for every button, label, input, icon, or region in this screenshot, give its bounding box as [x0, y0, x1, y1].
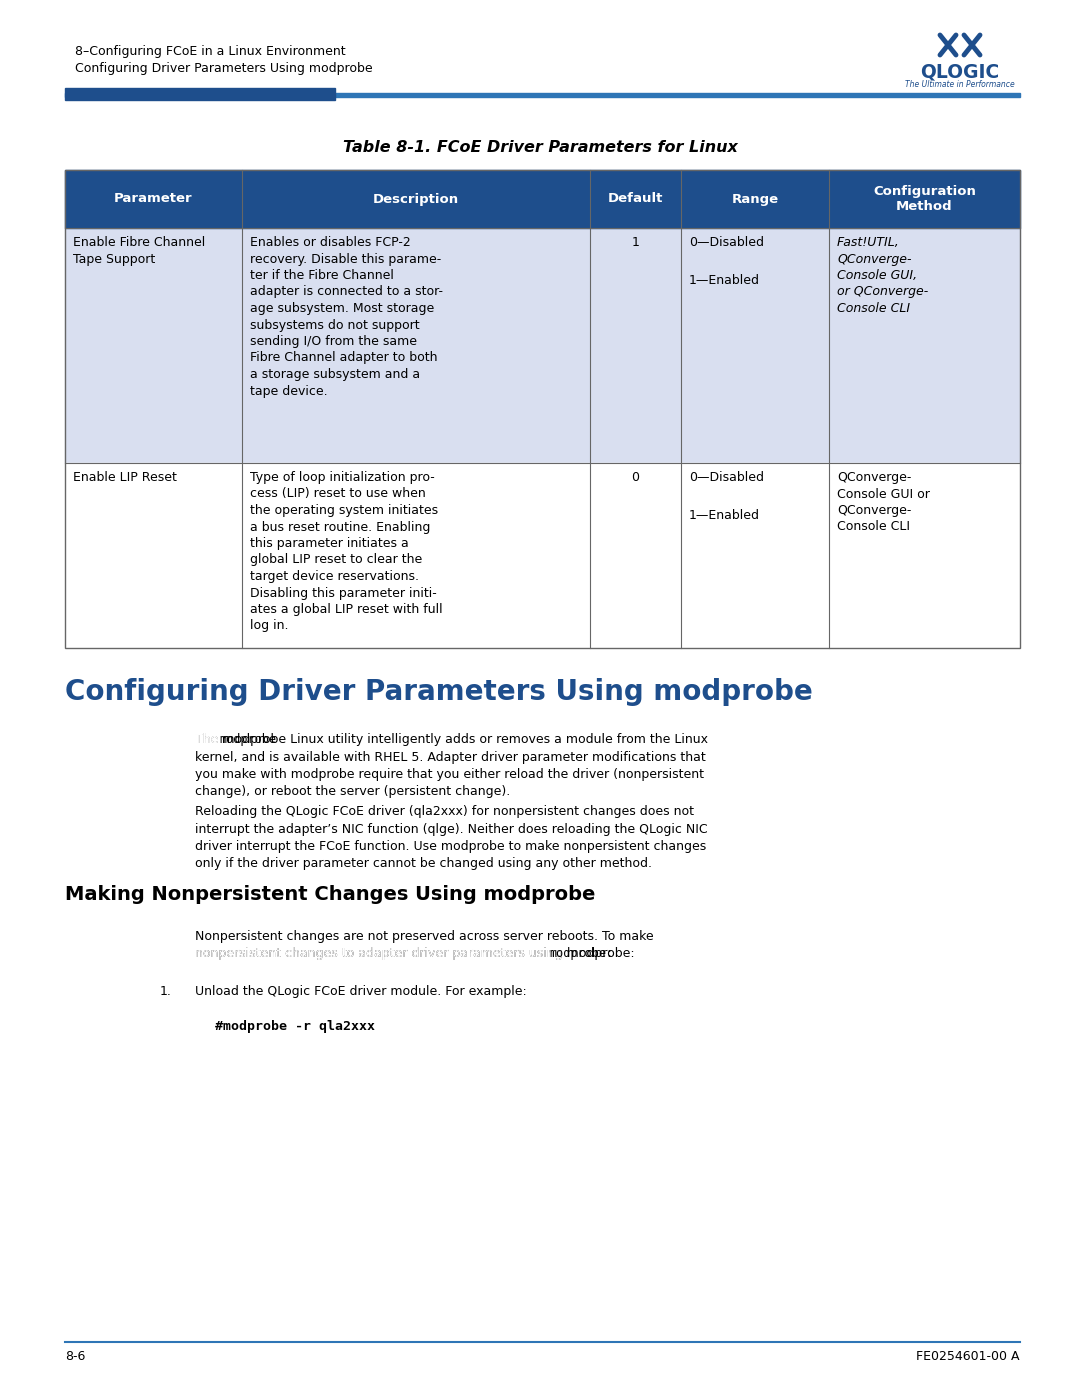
- Text: 8-6: 8-6: [65, 1350, 85, 1363]
- Text: Fast!UTIL,
QConverge-
Console GUI,
or QConverge-
Console CLI: Fast!UTIL, QConverge- Console GUI, or QC…: [837, 236, 928, 314]
- Text: 8–Configuring FCoE in a Linux Environment: 8–Configuring FCoE in a Linux Environmen…: [75, 45, 346, 59]
- Text: Enable LIP Reset: Enable LIP Reset: [73, 471, 177, 483]
- Text: Parameter: Parameter: [114, 193, 192, 205]
- Bar: [65, 462, 1020, 648]
- Text: QConverge-
Console GUI or
QConverge-
Console CLI: QConverge- Console GUI or QConverge- Con…: [837, 471, 930, 534]
- Text: The modprobe Linux utility intelligently adds or removes a module from the Linux: The modprobe Linux utility intelligently…: [195, 733, 708, 799]
- Text: Range: Range: [731, 193, 779, 205]
- Text: Enables or disables FCP-2
recovery. Disable this parame-
ter if the Fibre Channe: Enables or disables FCP-2 recovery. Disa…: [249, 236, 443, 398]
- Text: FE0254601-00 A: FE0254601-00 A: [917, 1350, 1020, 1363]
- Bar: [65, 170, 1020, 228]
- Text: Reloading the QLogic FCoE driver (qla2xxx) for nonpersistent changes does not
in: Reloading the QLogic FCoE driver (qla2xx…: [195, 805, 707, 870]
- Text: modprobe:: modprobe:: [549, 947, 613, 960]
- Text: Type of loop initialization pro-
cess (LIP) reset to use when
the operating syst: Type of loop initialization pro- cess (L…: [249, 471, 443, 633]
- Bar: [65, 88, 335, 101]
- Text: The: The: [195, 733, 222, 746]
- Bar: [65, 94, 1020, 96]
- Text: Configuring Driver Parameters Using modprobe: Configuring Driver Parameters Using modp…: [65, 678, 813, 705]
- Text: 1.: 1.: [160, 985, 172, 997]
- Text: 0—Disabled

1—Enabled: 0—Disabled 1—Enabled: [689, 471, 764, 522]
- Text: Enable Fibre Channel
Tape Support: Enable Fibre Channel Tape Support: [73, 236, 205, 265]
- Text: The: The: [195, 733, 222, 746]
- Bar: [65, 228, 1020, 462]
- Text: nonpersistent changes to adapter driver parameters using: nonpersistent changes to adapter driver …: [195, 947, 567, 960]
- Text: modprobe: modprobe: [219, 733, 276, 746]
- Text: 0: 0: [632, 471, 639, 483]
- Text: QLOGIC: QLOGIC: [920, 61, 1000, 81]
- Text: Configuration
Method: Configuration Method: [873, 184, 976, 212]
- Text: Making Nonpersistent Changes Using modprobe: Making Nonpersistent Changes Using modpr…: [65, 886, 595, 904]
- Text: Table 8-1. FCoE Driver Parameters for Linux: Table 8-1. FCoE Driver Parameters for Li…: [342, 140, 738, 155]
- Text: #modprobe -r qla2xxx: #modprobe -r qla2xxx: [215, 1020, 375, 1032]
- Text: Nonpersistent changes are not preserved across server reboots. To make
nonpersis: Nonpersistent changes are not preserved …: [195, 930, 653, 961]
- Bar: [65, 170, 1020, 648]
- Text: 0—Disabled

1—Enabled: 0—Disabled 1—Enabled: [689, 236, 764, 286]
- Text: The Ultimate in Performance: The Ultimate in Performance: [905, 80, 1015, 89]
- Text: Configuring Driver Parameters Using modprobe: Configuring Driver Parameters Using modp…: [75, 61, 373, 75]
- Text: Description: Description: [373, 193, 459, 205]
- Text: Unload the QLogic FCoE driver module. For example:: Unload the QLogic FCoE driver module. Fo…: [195, 985, 527, 997]
- Text: Default: Default: [608, 193, 663, 205]
- Text: 1: 1: [632, 236, 639, 249]
